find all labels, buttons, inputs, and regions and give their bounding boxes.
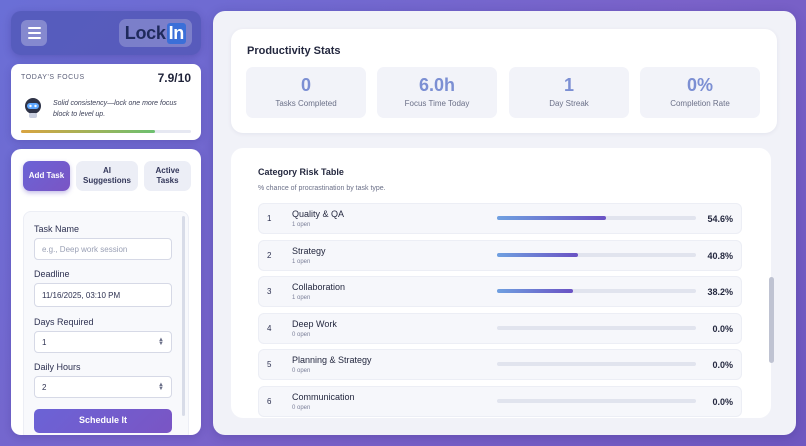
risk-bar-fill (497, 252, 579, 257)
daily-hours-label: Daily Hours (34, 362, 81, 372)
category-name: Strategy (292, 245, 326, 256)
risk-percent: 0.0% (712, 396, 733, 407)
risk-percent: 0.0% (712, 360, 733, 370)
risk-bar-fill (497, 216, 606, 220)
open-count: 1 open (292, 258, 311, 265)
risk-bar (497, 325, 696, 330)
logo-text: Lock (124, 22, 166, 43)
robot-icon (25, 98, 41, 118)
category-name: Planning & Strategy (292, 355, 372, 365)
risk-percent: 54.6% (707, 214, 733, 224)
open-count: 0 open (292, 331, 311, 338)
main-scrollbar[interactable] (769, 277, 774, 363)
risk-percent: 0.0% (712, 323, 733, 334)
row-index: 6 (267, 396, 272, 406)
risk-percent: 38.2% (707, 287, 733, 297)
days-required-value: 1 (42, 337, 47, 347)
tab-add-task[interactable]: Add Task (23, 161, 70, 191)
task-name-input[interactable]: e.g., Deep work session (34, 238, 172, 260)
category-name: Quality & QA (292, 209, 345, 219)
add-task-form: Task Name e.g., Deep work session Deadli… (23, 211, 189, 435)
days-required-label: Days Required (34, 317, 94, 327)
risk-bar (497, 398, 696, 403)
open-count: 1 open (292, 295, 311, 301)
task-name-label: Task Name (34, 224, 80, 234)
open-count: 1 open (292, 222, 311, 228)
focus-progress-bar (21, 130, 191, 133)
category-name: Deep Work (292, 318, 337, 329)
stat-completion-rate: 0% Completion Rate (640, 67, 760, 118)
days-required-input[interactable]: 1 ▲ ▼ (34, 331, 172, 353)
stat-focus-time: 6.0h Focus Time Today (377, 67, 497, 118)
daily-hours-value: 2 (42, 382, 47, 392)
row-index: 2 (267, 250, 272, 260)
productivity-stats-card: Productivity Stats 0 Tasks Completed 6.0… (231, 29, 777, 133)
focus-score: 7.9/10 (157, 71, 191, 85)
app-header: Lock In (11, 11, 201, 55)
focus-progress-fill (21, 130, 156, 133)
stat-label: Day Streak (549, 99, 589, 108)
stat-value: 1 (563, 75, 574, 95)
logo-accent: In (166, 22, 186, 44)
app-logo: Lock In (118, 19, 192, 47)
category-risk-card: Category Risk Table % chance of procrast… (231, 148, 771, 418)
stepper-icon[interactable]: ▲ ▼ (158, 382, 164, 392)
tab-active-tasks[interactable]: Active Tasks (144, 161, 191, 191)
stat-label: Focus Time Today (404, 99, 470, 108)
risk-row[interactable]: 4 Deep Work 0 open 0.0% (258, 312, 742, 344)
row-index: 5 (267, 360, 272, 369)
main-panel: Productivity Stats 0 Tasks Completed 6.0… (213, 11, 796, 435)
focus-title: TODAY'S FOCUS (21, 74, 85, 81)
tab-ai-suggestions[interactable]: AI Suggestions (76, 161, 138, 191)
todays-focus-card: TODAY'S FOCUS 7.9/10 Solid consistency—l… (11, 64, 201, 140)
daily-hours-input[interactable]: 2 ▲ ▼ (34, 376, 172, 398)
risk-row[interactable]: 1 Quality & QA 1 open 54.6% (258, 203, 742, 234)
stat-value: 0 (300, 75, 311, 95)
menu-button[interactable] (21, 20, 47, 46)
risk-bar (497, 252, 696, 257)
risk-table-subtitle: % chance of procrastination by task type… (258, 185, 386, 192)
category-name: Communication (292, 391, 355, 402)
risk-bar-fill (497, 289, 574, 293)
row-index: 1 (267, 214, 272, 223)
task-tabs: Add Task AI Suggestions Active Tasks (23, 161, 191, 191)
stepper-icon[interactable]: ▲ ▼ (158, 337, 164, 347)
form-scrollbar[interactable] (182, 216, 185, 416)
risk-row[interactable]: 2 Strategy 1 open 40.8% (258, 239, 742, 271)
stat-day-streak: 1 Day Streak (509, 67, 629, 118)
risk-percent: 40.8% (707, 250, 733, 261)
stat-value: 0% (686, 75, 713, 95)
stat-tasks-completed: 0 Tasks Completed (246, 67, 366, 118)
risk-bar (497, 362, 696, 366)
risk-row[interactable]: 3 Collaboration 1 open 38.2% (258, 276, 742, 307)
hamburger-icon (27, 27, 41, 29)
focus-message: Solid consistency—lock one more focus bl… (53, 100, 177, 118)
open-count: 0 open (292, 368, 311, 374)
row-index: 4 (267, 323, 272, 333)
category-name: Collaboration (292, 282, 346, 292)
risk-bar (497, 216, 696, 220)
deadline-input[interactable]: 11/16/2025, 03:10 PM (34, 283, 172, 307)
open-count: 0 open (292, 404, 311, 411)
risk-bar (497, 289, 696, 293)
deadline-label: Deadline (34, 269, 70, 279)
stat-label: Completion Rate (670, 99, 730, 108)
row-index: 3 (267, 287, 272, 296)
risk-row[interactable]: 6 Communication 0 open 0.0% (258, 385, 742, 417)
stat-value: 6.0h (418, 75, 456, 95)
stats-title: Productivity Stats (247, 45, 341, 57)
stat-label: Tasks Completed (275, 99, 337, 108)
risk-row[interactable]: 5 Planning & Strategy 0 open 0.0% (258, 349, 742, 380)
schedule-button[interactable]: Schedule It (34, 409, 172, 433)
task-panel: Add Task AI Suggestions Active Tasks Tas… (11, 149, 201, 435)
risk-table-title: Category Risk Table (258, 167, 344, 177)
